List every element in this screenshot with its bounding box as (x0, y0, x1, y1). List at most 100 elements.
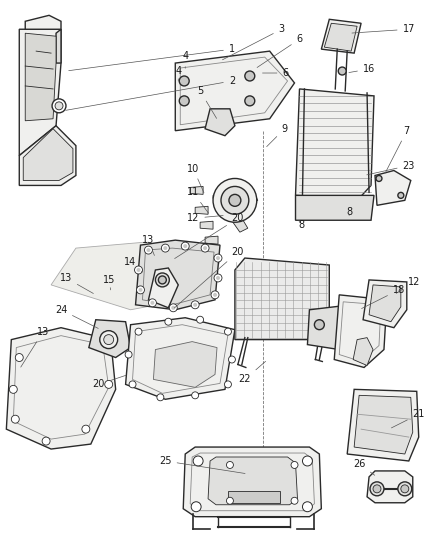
Circle shape (55, 102, 63, 110)
Polygon shape (213, 185, 240, 198)
Polygon shape (190, 187, 203, 195)
Circle shape (171, 306, 175, 310)
Polygon shape (334, 295, 387, 367)
Circle shape (245, 96, 255, 106)
Circle shape (183, 244, 187, 248)
Circle shape (159, 276, 166, 284)
Polygon shape (175, 51, 294, 131)
Circle shape (150, 301, 155, 305)
Circle shape (193, 303, 197, 307)
Circle shape (229, 195, 241, 206)
Polygon shape (19, 126, 76, 185)
Polygon shape (363, 280, 407, 328)
Circle shape (226, 462, 233, 469)
Circle shape (137, 286, 145, 294)
Circle shape (303, 456, 312, 466)
Circle shape (221, 187, 249, 214)
Text: 7: 7 (385, 126, 410, 173)
Polygon shape (367, 471, 413, 503)
Text: 17: 17 (352, 24, 415, 34)
Circle shape (9, 385, 17, 393)
Circle shape (224, 328, 231, 335)
Polygon shape (347, 389, 419, 461)
Polygon shape (205, 109, 235, 136)
Circle shape (398, 482, 412, 496)
Polygon shape (89, 320, 131, 358)
Polygon shape (296, 196, 374, 220)
Text: 13: 13 (60, 273, 93, 294)
Circle shape (303, 502, 312, 512)
Polygon shape (135, 240, 220, 310)
Circle shape (214, 254, 222, 262)
Text: 21: 21 (392, 409, 425, 428)
Circle shape (191, 301, 199, 309)
Text: 5: 5 (197, 86, 216, 118)
Polygon shape (126, 318, 235, 399)
Text: 24: 24 (55, 305, 98, 328)
Circle shape (370, 482, 384, 496)
Text: 2: 2 (66, 76, 235, 110)
Text: 13: 13 (142, 235, 155, 255)
Circle shape (161, 244, 170, 252)
Circle shape (157, 394, 164, 401)
Text: 23: 23 (367, 160, 415, 175)
Text: 11: 11 (187, 188, 208, 213)
Circle shape (165, 318, 172, 325)
Text: 9: 9 (267, 124, 288, 147)
Circle shape (373, 485, 381, 493)
Polygon shape (153, 342, 217, 387)
Circle shape (163, 246, 167, 250)
Polygon shape (205, 236, 218, 244)
Circle shape (104, 335, 114, 345)
Text: 14: 14 (124, 257, 142, 272)
Polygon shape (195, 206, 208, 214)
Circle shape (203, 246, 207, 250)
Circle shape (148, 299, 156, 307)
Text: 8: 8 (298, 220, 304, 230)
Polygon shape (307, 305, 354, 350)
Polygon shape (353, 337, 373, 366)
Circle shape (197, 316, 204, 323)
Circle shape (129, 381, 136, 388)
Circle shape (226, 497, 233, 504)
Circle shape (135, 328, 142, 335)
Circle shape (229, 356, 235, 363)
Polygon shape (183, 447, 321, 516)
Text: 6: 6 (257, 34, 303, 68)
Polygon shape (354, 395, 413, 454)
Circle shape (134, 266, 142, 274)
Text: 6: 6 (262, 68, 289, 78)
Circle shape (291, 462, 298, 469)
Circle shape (170, 304, 177, 312)
Circle shape (338, 67, 346, 75)
Circle shape (211, 291, 219, 299)
Circle shape (245, 71, 255, 81)
Circle shape (82, 425, 90, 433)
Polygon shape (240, 192, 258, 211)
Text: 15: 15 (102, 275, 115, 290)
Polygon shape (375, 171, 411, 205)
Polygon shape (228, 491, 279, 503)
Circle shape (42, 437, 50, 445)
Polygon shape (25, 33, 56, 121)
Polygon shape (19, 29, 61, 156)
Circle shape (52, 99, 66, 113)
Text: 16: 16 (349, 64, 375, 74)
Circle shape (216, 256, 220, 260)
Text: 20: 20 (175, 213, 244, 259)
Polygon shape (296, 89, 374, 198)
Circle shape (179, 76, 189, 86)
Circle shape (216, 276, 220, 280)
Circle shape (192, 392, 198, 399)
Text: 1: 1 (69, 44, 235, 71)
Polygon shape (324, 23, 357, 51)
Polygon shape (56, 29, 61, 63)
Text: 20: 20 (174, 247, 244, 308)
Polygon shape (208, 457, 297, 505)
Circle shape (137, 268, 141, 272)
Circle shape (15, 353, 23, 361)
Text: 10: 10 (187, 164, 204, 193)
Circle shape (179, 96, 189, 106)
Text: 4: 4 (182, 51, 188, 68)
Circle shape (125, 351, 132, 358)
